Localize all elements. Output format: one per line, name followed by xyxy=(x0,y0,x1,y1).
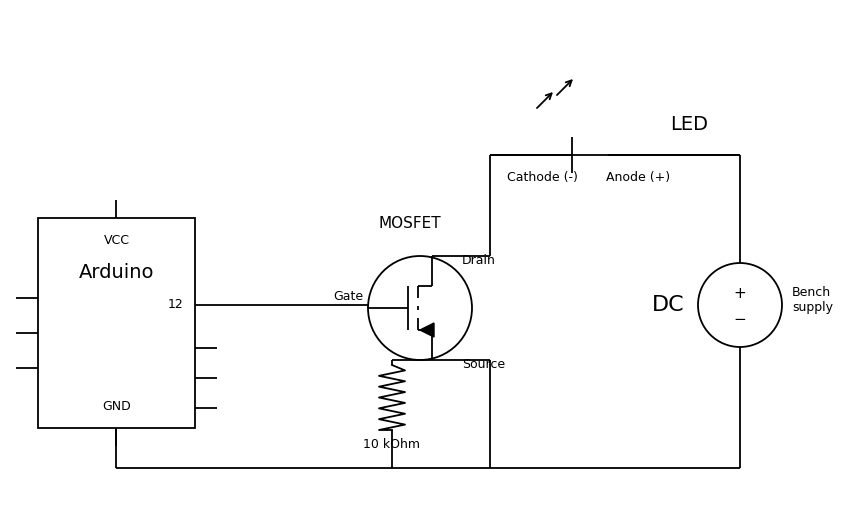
Text: LED: LED xyxy=(670,115,708,135)
Text: MOSFET: MOSFET xyxy=(379,215,441,230)
Bar xyxy=(38,218,195,428)
Text: Anode (+): Anode (+) xyxy=(606,170,670,184)
Text: +: + xyxy=(734,286,746,301)
Polygon shape xyxy=(420,323,434,337)
Text: DC: DC xyxy=(652,295,684,315)
Text: Bench
supply: Bench supply xyxy=(792,286,833,314)
Text: Source: Source xyxy=(462,359,505,371)
Text: 10 kOhm: 10 kOhm xyxy=(364,437,421,451)
Text: Drain: Drain xyxy=(462,254,496,268)
Text: Cathode (-): Cathode (-) xyxy=(507,170,577,184)
Text: Arduino: Arduino xyxy=(79,263,154,282)
Text: GND: GND xyxy=(102,400,131,412)
Text: VCC: VCC xyxy=(104,234,129,246)
Text: −: − xyxy=(734,312,746,327)
Text: 12: 12 xyxy=(167,298,183,312)
Text: Gate: Gate xyxy=(333,289,363,303)
